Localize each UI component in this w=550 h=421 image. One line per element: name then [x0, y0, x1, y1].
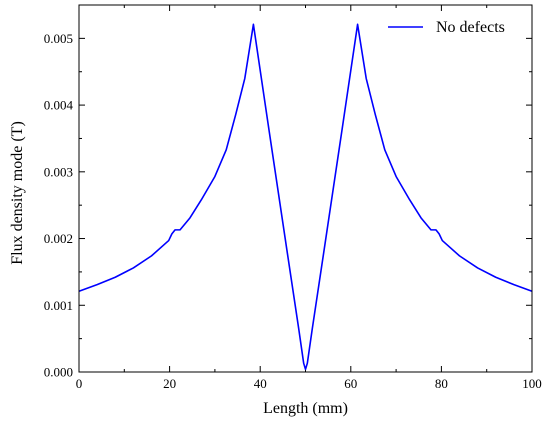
y-tick-label: 0.001 [44, 298, 73, 313]
y-tick-label: 0.004 [44, 98, 74, 113]
series-line-no-defects [78, 23, 533, 371]
y-tick-label: 0.002 [44, 231, 73, 246]
x-axis-title: Length (mm) [263, 400, 348, 417]
axis-ticks [78, 5, 533, 373]
x-tick-label: 60 [344, 376, 357, 391]
legend: No defects [388, 19, 505, 36]
x-tick-label: 80 [435, 376, 448, 391]
plot-area-frame [78, 4, 533, 373]
y-axis-title: Flux density mode (T) [9, 121, 26, 265]
x-tick-label: 40 [254, 376, 267, 391]
y-tick-label: 0.005 [44, 31, 73, 46]
x-tick-label: 20 [163, 376, 176, 391]
y-tick-label: 0.003 [44, 164, 73, 179]
x-tick-label: 100 [522, 376, 542, 391]
x-tick-label: 0 [76, 376, 83, 391]
y-tick-label: 0.000 [44, 365, 73, 380]
legend-label-no-defects: No defects [436, 19, 505, 36]
axis-tick-labels: 0 20 40 60 80 100 0.000 0.001 0.002 0.003 0.004 0.0… [44, 31, 542, 391]
